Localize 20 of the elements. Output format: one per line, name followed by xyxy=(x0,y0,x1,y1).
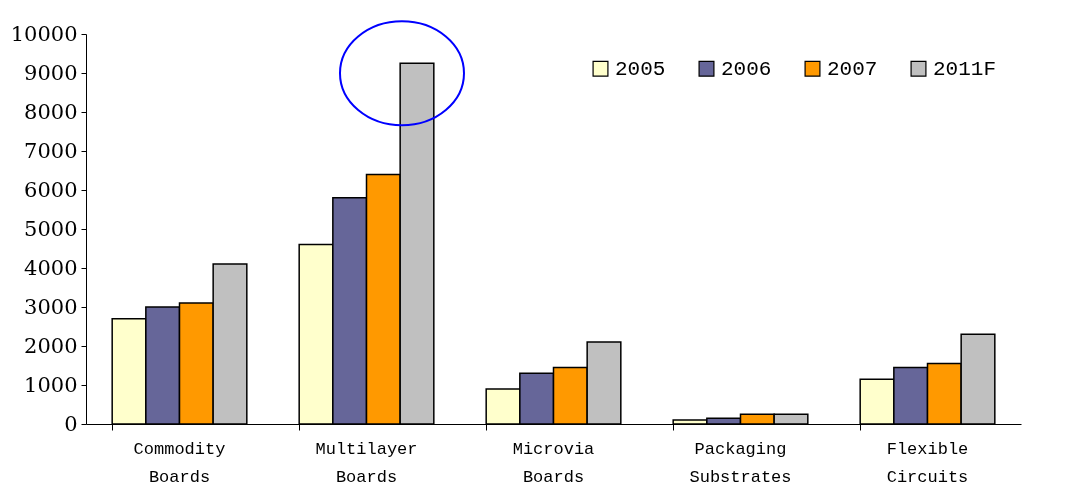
legend-label: 2007 xyxy=(827,57,878,81)
x-tick-label: Packaging Substrates xyxy=(689,439,792,487)
y-tick-label: 7000 xyxy=(24,138,78,163)
x-tick-label: Commodity Boards xyxy=(133,439,226,487)
y-tick-label: 1000 xyxy=(24,372,78,397)
y-tick-label: 0 xyxy=(64,411,78,436)
y-tick-label: 2000 xyxy=(24,333,78,358)
legend-label: 2006 xyxy=(721,57,772,81)
y-tick-label: 9000 xyxy=(24,60,78,85)
y-tick-label: 8000 xyxy=(24,99,78,124)
y-tick-label: 10000 xyxy=(10,21,78,46)
legend-label: 2005 xyxy=(615,57,666,81)
y-tick-label: 4000 xyxy=(24,255,78,280)
x-tick-label: Flexible Circuits xyxy=(886,439,969,487)
x-tick-label: Microvia Boards xyxy=(512,439,595,487)
legend-label: 2011F xyxy=(933,57,997,81)
x-tick-label: Multilayer Boards xyxy=(315,439,418,487)
y-tick-label: 3000 xyxy=(24,294,78,319)
y-tick-label: 5000 xyxy=(24,216,78,241)
y-tick-label: 6000 xyxy=(24,177,78,202)
